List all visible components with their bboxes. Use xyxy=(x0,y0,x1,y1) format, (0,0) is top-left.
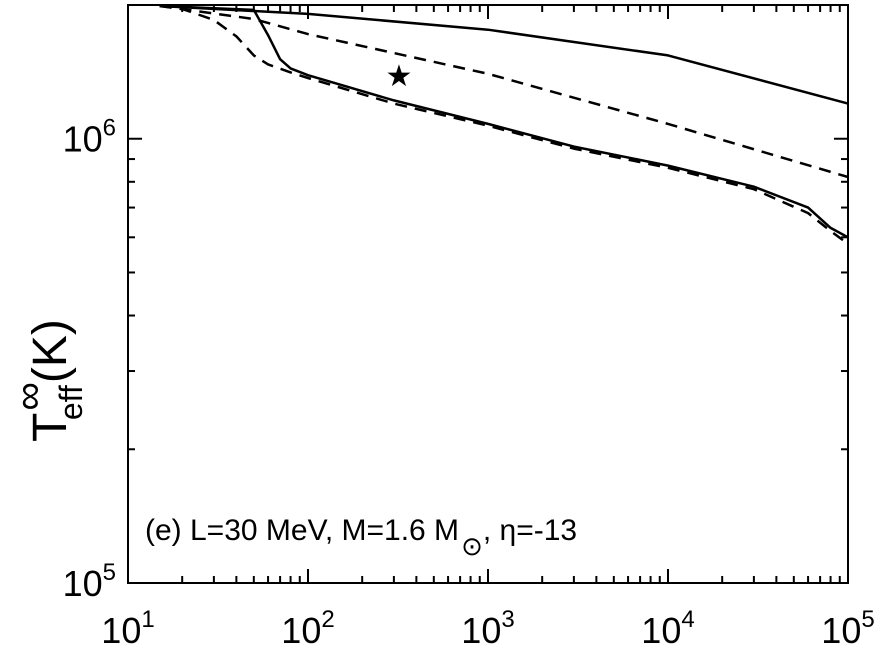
star-marker: ★ xyxy=(385,60,412,93)
y-axis-sup: ∞ xyxy=(7,382,51,411)
x-tick-label: 105 xyxy=(821,606,874,650)
x-tick-label: 102 xyxy=(281,606,334,650)
x-tick-label: 103 xyxy=(461,606,514,650)
axis-ticks xyxy=(127,4,848,584)
x-tick-label: 104 xyxy=(641,606,694,650)
series-line-2-dashed xyxy=(159,4,849,179)
annotation-sub: ⊙ xyxy=(461,531,483,561)
svg-text:T∞eff(K): T∞eff(K) xyxy=(7,319,89,442)
plot-frame xyxy=(127,4,849,584)
y-axis-sub: eff xyxy=(53,385,89,420)
series-line-3-solid xyxy=(159,4,849,239)
y-axis-label: T∞eff(K) xyxy=(7,319,89,442)
series-line-1-solid xyxy=(159,4,849,105)
series-lines xyxy=(159,4,849,245)
y-axis-symbol: T xyxy=(24,413,77,442)
annotation-prefix: (e) L=30 MeV, M=1.6 M xyxy=(145,514,459,547)
tick-labels: 101 102 103 104 105 105 106 xyxy=(63,115,875,650)
annotation-text: (e) L=30 MeV, M=1.6 M⊙, η=-13 xyxy=(145,514,577,561)
series-line-4-dashed xyxy=(159,4,849,245)
y-axis-unit: (K) xyxy=(24,319,77,383)
y-tick-label: 106 xyxy=(63,115,116,160)
annotation-suffix: , η=-13 xyxy=(483,514,577,547)
y-tick-label: 105 xyxy=(63,559,116,604)
x-tick-label: 101 xyxy=(101,606,154,650)
